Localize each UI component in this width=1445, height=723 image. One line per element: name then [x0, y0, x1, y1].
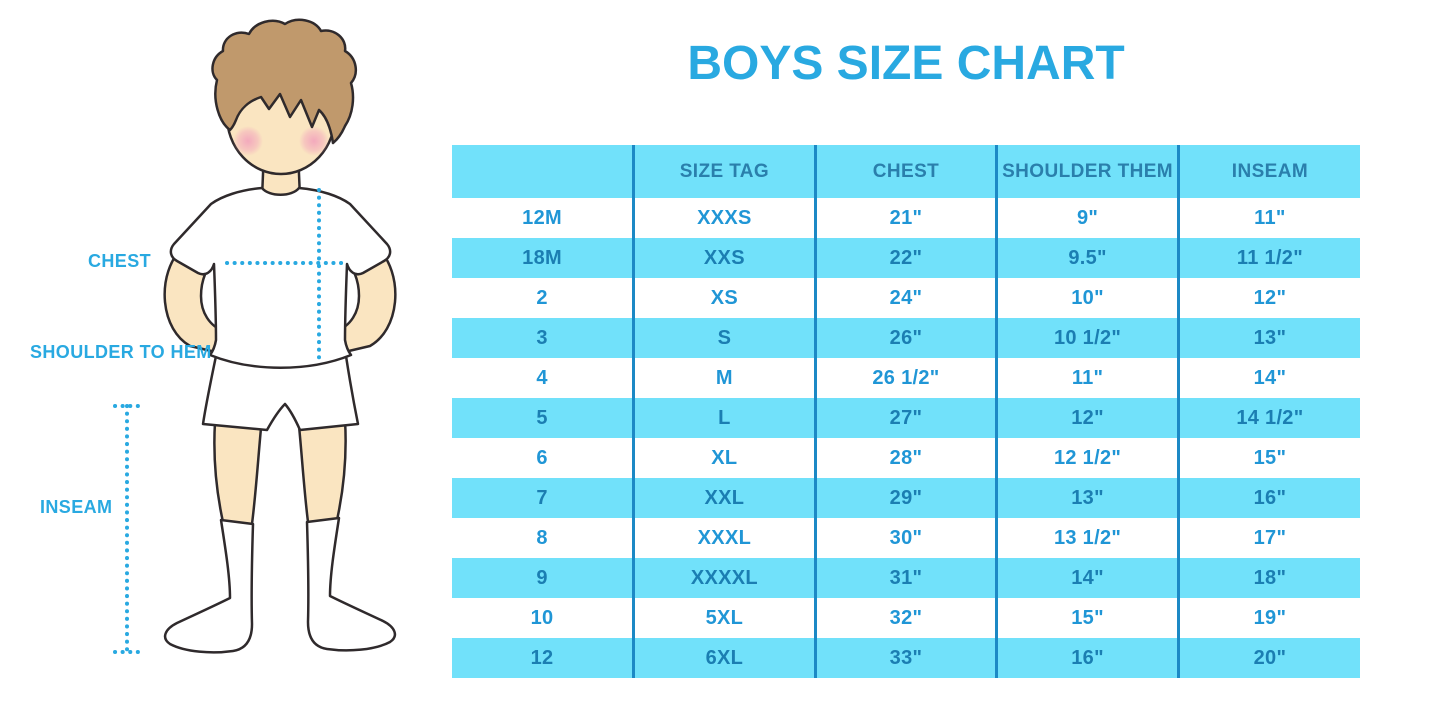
- column-header: INSEAM: [1176, 145, 1360, 198]
- table-row: 4 M 26 1/2" 11" 14": [452, 358, 1360, 398]
- table-cell: 33": [813, 638, 997, 678]
- size-table: SIZE TAG CHEST SHOULDER THEM INSEAM 12M XXXS…: [452, 145, 1360, 678]
- boy-illustration: [113, 18, 397, 654]
- table-header-row: SIZE TAG CHEST SHOULDER THEM INSEAM: [452, 145, 1360, 198]
- table-cell: 9": [995, 198, 1179, 238]
- table-cell: M: [632, 358, 816, 398]
- table-cell: XXL: [632, 478, 816, 518]
- figure-left-leg: [213, 420, 263, 526]
- table-cell: 32": [813, 598, 997, 638]
- table-cell: 20": [1176, 638, 1360, 678]
- table-cell: 10 1/2": [995, 318, 1179, 358]
- table-cell: XL: [632, 438, 816, 478]
- table-cell: 12": [995, 398, 1179, 438]
- figure-hair: [211, 18, 358, 145]
- table-cell: XXS: [632, 238, 816, 278]
- column-header: CHEST: [813, 145, 997, 198]
- table-cell: 4: [452, 358, 634, 398]
- table-cell: 24": [813, 278, 997, 318]
- table-cell: L: [632, 398, 816, 438]
- column-header: SHOULDER THEM: [995, 145, 1179, 198]
- table-cell: 18M: [452, 238, 634, 278]
- table-cell: 14": [1176, 358, 1360, 398]
- inseam-label: INSEAM: [40, 497, 113, 517]
- table-row: 3 S 26" 10 1/2" 13": [452, 318, 1360, 358]
- column-header: [452, 145, 634, 198]
- figure-left-blush: [233, 126, 263, 156]
- table-row: 12 6XL 33" 16" 20": [452, 638, 1360, 678]
- table-cell: 12": [1176, 278, 1360, 318]
- table-row: 10 5XL 32" 15" 19": [452, 598, 1360, 638]
- table-cell: 13 1/2": [995, 518, 1179, 558]
- table-row: 7 XXL 29" 13" 16": [452, 478, 1360, 518]
- table-cell: 5XL: [632, 598, 816, 638]
- figure-shirt: [169, 186, 392, 369]
- table-cell: 16": [1176, 478, 1360, 518]
- page-title: BOYS SIZE CHART: [687, 37, 1125, 90]
- table-cell: XXXS: [632, 198, 816, 238]
- table-cell: 13": [1176, 318, 1360, 358]
- table-cell: 18": [1176, 558, 1360, 598]
- table-cell: 15": [1176, 438, 1360, 478]
- table-cell: 12M: [452, 198, 634, 238]
- table-cell: 12 1/2": [995, 438, 1179, 478]
- table-cell: XS: [632, 278, 816, 318]
- table-cell: 19": [1176, 598, 1360, 638]
- table-cell: 2: [452, 278, 634, 318]
- table-cell: 29": [813, 478, 997, 518]
- table-cell: 8: [452, 518, 634, 558]
- table-cell: 12: [452, 638, 634, 678]
- table-cell: 9.5": [995, 238, 1179, 278]
- table-cell: 17": [1176, 518, 1360, 558]
- table-cell: 15": [995, 598, 1179, 638]
- table-cell: 27": [813, 398, 997, 438]
- table-row: 5 L 27" 12" 14 1/2": [452, 398, 1360, 438]
- table-cell: 11": [995, 358, 1179, 398]
- table-cell: 9: [452, 558, 634, 598]
- table-cell: 26": [813, 318, 997, 358]
- table-cell: 13": [995, 478, 1179, 518]
- table-row: 9 XXXXL 31" 14" 18": [452, 558, 1360, 598]
- table-cell: 11": [1176, 198, 1360, 238]
- table-row: 18M XXS 22" 9.5" 11 1/2": [452, 238, 1360, 278]
- shoulder-to-hem-label: SHOULDER TO HEM: [30, 342, 212, 362]
- chest-label: CHEST: [88, 251, 152, 271]
- figure-left-sock: [163, 518, 255, 654]
- table-cell: 28": [813, 438, 997, 478]
- figure-right-blush: [299, 126, 329, 156]
- table-cell: 30": [813, 518, 997, 558]
- table-body: 12M XXXS 21" 9" 11" 18M XXS 22" 9.5" 11 1/2" 2 XS 24…: [452, 198, 1360, 678]
- table-cell: 5: [452, 398, 634, 438]
- table-cell: 22": [813, 238, 997, 278]
- table-row: 12M XXXS 21" 9" 11": [452, 198, 1360, 238]
- table-cell: 21": [813, 198, 997, 238]
- table-cell: 14 1/2": [1176, 398, 1360, 438]
- table-cell: 26 1/2": [813, 358, 997, 398]
- table-cell: 10: [452, 598, 634, 638]
- column-header: SIZE TAG: [632, 145, 816, 198]
- table-cell: XXXXL: [632, 558, 816, 598]
- table-cell: 11 1/2": [1176, 238, 1360, 278]
- table-cell: 6XL: [632, 638, 816, 678]
- figure-right-leg: [297, 418, 347, 524]
- table-cell: 10": [995, 278, 1179, 318]
- table-row: 2 XS 24" 10" 12": [452, 278, 1360, 318]
- table-cell: S: [632, 318, 816, 358]
- measurement-figure: CHEST SHOULDER TO HEM INSEAM: [0, 0, 445, 723]
- table-cell: 14": [995, 558, 1179, 598]
- table-cell: XXXL: [632, 518, 816, 558]
- figure-right-sock: [305, 516, 397, 652]
- table-row: 8 XXXL 30" 13 1/2" 17": [452, 518, 1360, 558]
- table-cell: 6: [452, 438, 634, 478]
- table-cell: 7: [452, 478, 634, 518]
- table-cell: 31": [813, 558, 997, 598]
- table-cell: 16": [995, 638, 1179, 678]
- table-row: 6 XL 28" 12 1/2" 15": [452, 438, 1360, 478]
- table-cell: 3: [452, 318, 634, 358]
